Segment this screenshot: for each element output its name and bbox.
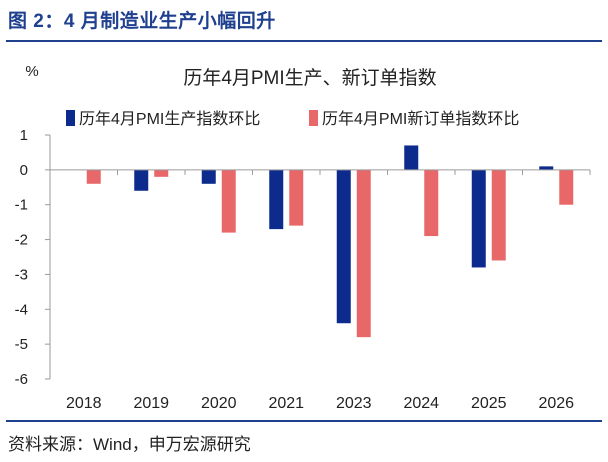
x-tick-label: 2023 bbox=[336, 395, 372, 412]
bar-new-orders-2018 bbox=[86, 169, 101, 184]
bar-new-orders-2021 bbox=[289, 169, 304, 226]
bar-production-2023 bbox=[336, 169, 351, 324]
bar-new-orders-2026 bbox=[559, 169, 574, 205]
legend: 历年4月PMI生产指数环比 历年4月PMI新订单指数环比 bbox=[66, 110, 519, 128]
legend-label-new-orders: 历年4月PMI新订单指数环比 bbox=[322, 110, 519, 128]
bar-chart: % 历年4月PMI生产、新订单指数 历年4月PMI生产指数环比 历年4月PMI新… bbox=[15, 63, 591, 412]
source-note: 资料来源：Wind，申万宏源研究 bbox=[8, 435, 251, 454]
bar-new-orders-2023 bbox=[356, 169, 371, 338]
title-divider bbox=[6, 40, 602, 42]
legend-label-production: 历年4月PMI生产指数环比 bbox=[79, 110, 260, 128]
y-tick-label: 0 bbox=[20, 162, 28, 179]
figure-title: 图 2：4 月制造业生产小幅回升 bbox=[8, 11, 276, 32]
bar-new-orders-2024 bbox=[424, 169, 439, 237]
bar-production-2020 bbox=[201, 169, 216, 184]
x-tick-label: 2020 bbox=[201, 395, 237, 412]
y-tick-label: -5 bbox=[15, 336, 28, 353]
y-axis: 1 0 -1 -2 -3 -4 -5 -6 bbox=[15, 127, 51, 388]
bar-new-orders-2025 bbox=[491, 169, 506, 261]
bar-production-2026 bbox=[539, 166, 554, 170]
y-tick-label: -4 bbox=[15, 301, 28, 318]
y-tick-label: 1 bbox=[20, 127, 28, 144]
bar-production-2024 bbox=[404, 145, 419, 170]
bar-production-2021 bbox=[269, 169, 284, 230]
x-tick-label: 2026 bbox=[538, 395, 574, 412]
bar-production-2025 bbox=[471, 169, 486, 268]
x-axis: 2018 2019 2020 2021 2023 2024 2025 2026 bbox=[49, 169, 591, 412]
y-tick-label: -1 bbox=[15, 197, 28, 214]
legend-swatch-production bbox=[66, 110, 75, 126]
y-tick-label: -3 bbox=[15, 266, 28, 283]
y-tick-label: -6 bbox=[15, 371, 28, 388]
source-divider bbox=[6, 420, 602, 422]
y-axis-unit-label: % bbox=[25, 63, 38, 80]
x-tick-label: 2018 bbox=[66, 395, 102, 412]
bar-new-orders-2019 bbox=[154, 169, 169, 177]
bar-production-2019 bbox=[134, 169, 149, 191]
x-tick-label: 2019 bbox=[133, 395, 169, 412]
y-tick-label: -2 bbox=[15, 232, 28, 249]
bars bbox=[66, 145, 574, 338]
x-tick-label: 2021 bbox=[268, 395, 304, 412]
bar-new-orders-2020 bbox=[221, 169, 236, 233]
x-tick-label: 2024 bbox=[403, 395, 439, 412]
x-tick-label: 2025 bbox=[471, 395, 507, 412]
chart-title: 历年4月PMI生产、新订单指数 bbox=[183, 67, 436, 89]
legend-swatch-new-orders bbox=[309, 110, 318, 126]
